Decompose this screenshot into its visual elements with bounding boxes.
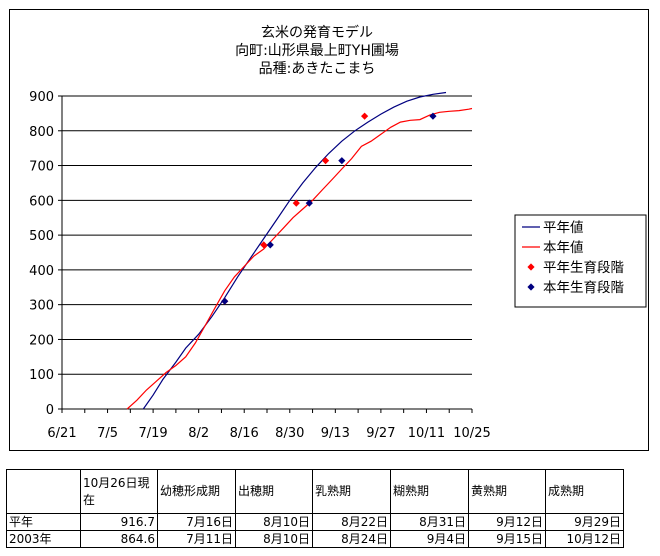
table-cell: 8月10日 [235,530,313,548]
series-line [142,91,447,410]
chart: 玄米の発育モデル 向町:山形県最上町YH圃場 品種:あきたこまち 0 100 200… [29,24,647,441]
table-cell: 8月10日 [235,513,313,531]
legend-swatch [527,283,535,291]
x-tick-label: 10/11 [408,426,445,441]
stage-marker [338,157,346,165]
y-tick-label: 700 [29,160,54,175]
chart-frame: 玄米の発育モデル 向町:山形県最上町YH圃場 品種:あきたこまち 0 100 200… [9,9,649,451]
table-cell: 9月12日 [468,513,546,531]
legend-label: 本年値 [543,240,584,256]
y-tick-label: 400 [29,264,54,279]
table-cell: 10月12日 [545,530,624,548]
x-tick-label: 7/5 [97,426,118,441]
grid-lines [62,95,472,375]
table-cell: 9月15日 [468,530,546,548]
x-tick-label: 9/13 [321,426,350,441]
table-header-cell: 乳熟期 [312,469,391,514]
x-tick-label: 8/2 [188,426,209,441]
table-cell: 7月16日 [157,513,236,531]
stage-marker [260,241,268,249]
table-cell: 7月11日 [157,530,236,548]
y-tick-label: 900 [29,90,54,105]
x-tick-label: 6/21 [47,426,76,441]
stage-marker [429,112,437,120]
series-line [126,107,473,410]
y-tick-label: 600 [29,194,54,209]
table-cell: 8月31日 [390,513,469,531]
series-lines [126,91,473,410]
stage-marker [221,297,229,305]
table-header-row: 10月26日現在 幼穂形成期 出穂期 乳熟期 糊熟期 黄熟期 成熟期 [6,469,624,514]
y-tick-label: 500 [29,229,54,244]
x-tick-label: 8/16 [230,426,259,441]
legend-label: 本年生育段階 [543,280,624,296]
y-tick-label: 100 [29,368,54,383]
table-header-cell: 糊熟期 [390,469,469,514]
table-cell: 平年 [6,513,81,531]
legend-box [514,214,647,308]
chart-title-line-3: 品種:あきたこまち [259,61,376,77]
table-cell: 8月24日 [312,530,391,548]
x-tick-label: 8/30 [275,426,304,441]
stage-marker [305,199,313,207]
table-header-cell: 出穂期 [235,469,313,514]
legend-label: 平年値 [543,220,584,236]
y-tick-label: 800 [29,125,54,140]
chart-title-line-1: 玄米の発育モデル [261,24,373,41]
table-cell: 9月4日 [390,530,469,548]
table-cell: 916.7 [80,513,158,531]
table-cell: 2003年 [6,530,81,548]
y-tick-label: 0 [46,403,54,418]
y-tick-label: 200 [29,333,54,348]
table-header-cell [6,469,81,514]
table-row: 2003年 864.6 7月11日 8月10日 8月24日 9月4日 9月15日 10月12日 [6,530,624,548]
chart-title-line-2: 向町:山形県最上町YH圃場 [235,43,399,59]
legend-label: 平年生育段階 [543,260,624,276]
legend-swatch [527,263,535,271]
stage-markers [221,112,437,305]
table-row: 平年 916.7 7月16日 8月10日 8月22日 8月31日 9月12日 9月29日 [6,513,624,531]
x-tick-label: 9/27 [366,426,395,441]
x-tick-label: 7/19 [139,426,168,441]
axes: 0 100 200 300 400 500 600 700 800 900 6/21 7/5 7/19 8… [29,90,491,441]
y-tick-label: 300 [29,299,54,314]
x-tick-label: 10/25 [453,426,490,441]
stage-marker [361,112,369,120]
table-header-cell: 幼穂形成期 [157,469,236,514]
stage-marker [321,157,330,165]
table-header-cell: 成熟期 [545,469,624,514]
table-cell: 9月29日 [545,513,624,531]
table-cell: 864.6 [80,530,158,548]
table-cell: 8月22日 [312,513,391,531]
table-header-cell: 黄熟期 [468,469,546,514]
stage-marker [266,241,274,249]
stage-marker [292,199,300,207]
table-header-cell: 10月26日現在 [80,469,158,514]
growth-stage-table: 10月26日現在 幼穂形成期 出穂期 乳熟期 糊熟期 黄熟期 成熟期 平年 916.7 7月16日… [6,469,624,548]
